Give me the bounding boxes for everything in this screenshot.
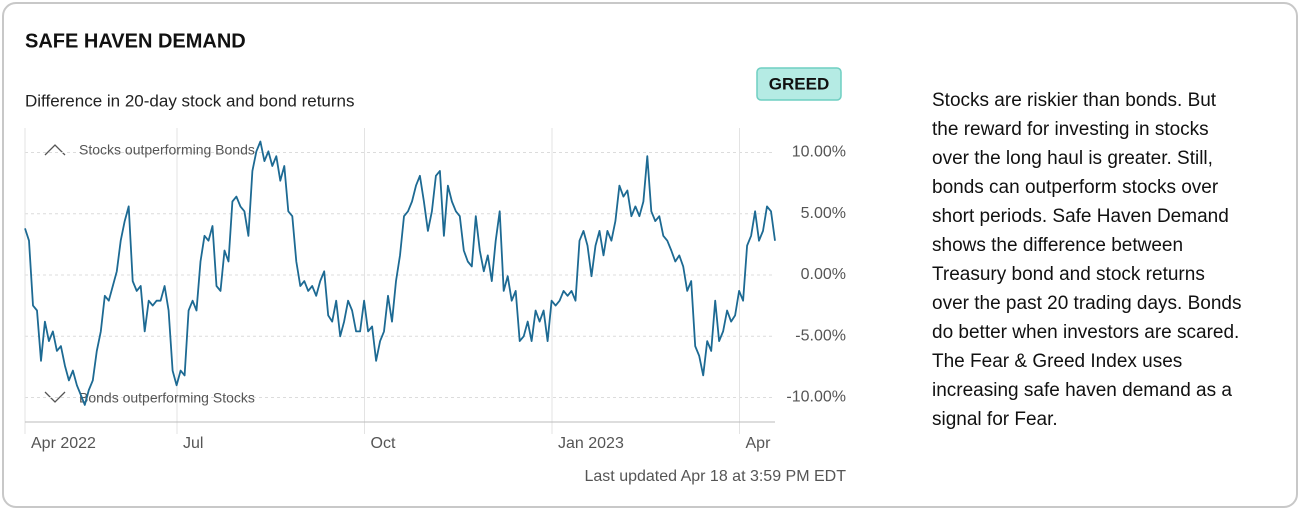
down-chevron — [44, 391, 66, 403]
data-line — [24, 140, 776, 406]
description-line: The Fear & Greed Index uses — [932, 351, 1183, 372]
x-tick-label: Oct — [371, 435, 396, 452]
y-tick-label: 10.00% — [792, 144, 846, 161]
description-line: the reward for investing in stocks — [932, 119, 1209, 140]
description-line: bonds can outperform stocks over — [932, 177, 1219, 198]
badge: GREED — [769, 74, 829, 93]
description-line: increasing safe haven demand as a — [932, 380, 1232, 401]
y-tick-label: 0.00% — [801, 266, 846, 283]
card-title: SAFE HAVEN DEMAND — [25, 30, 246, 52]
description-line: signal for Fear. — [932, 409, 1058, 430]
x-tick-label: Apr — [746, 435, 772, 452]
description-line: short periods. Safe Haven Demand — [932, 206, 1229, 227]
description: Stocks are riskier than bonds. But the re… — [932, 86, 1292, 434]
badge-bg — [756, 67, 842, 101]
x-tick-label: Apr 2022 — [31, 435, 96, 452]
up-chevron — [44, 144, 66, 156]
y-tick-label: -10.00% — [786, 389, 846, 406]
updated: Last updated Apr 18 at 3:59 PM EDT — [585, 468, 847, 485]
description-line: do better when investors are scared. — [932, 322, 1240, 343]
description-line: over the long haul is greater. Still, — [932, 148, 1213, 169]
y-tick-label: -5.00% — [795, 327, 846, 344]
x-tick-label: Jul — [183, 435, 203, 452]
description-line: Treasury bond and stock returns — [932, 264, 1205, 285]
description-line: over the past 20 trading days. Bonds — [932, 293, 1242, 314]
chart-title: Difference in 20-day stock and bond retu… — [25, 91, 355, 110]
description-line: Stocks are riskier than bonds. But — [932, 90, 1217, 111]
annotation: Bonds outperforming Stocks — [79, 390, 255, 406]
annotation: Stocks outperforming Bonds — [79, 142, 255, 158]
x-tick-label: Jan 2023 — [558, 435, 624, 452]
y-tick-label: 5.00% — [801, 205, 846, 222]
description-line: shows the difference between — [932, 235, 1184, 256]
